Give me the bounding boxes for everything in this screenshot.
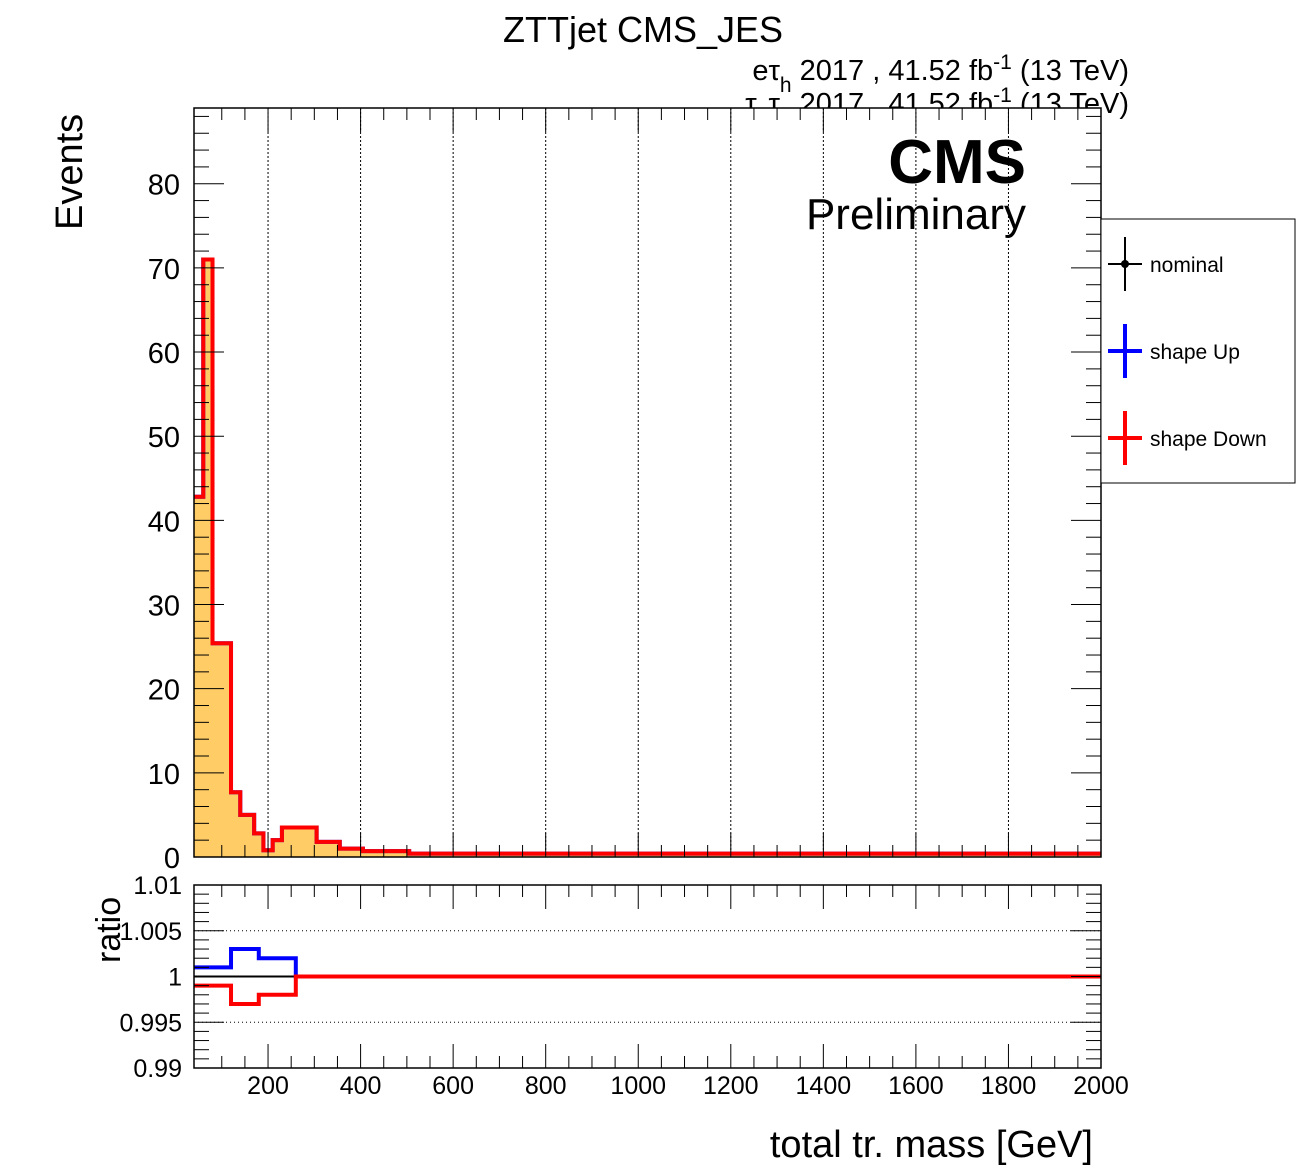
legend-marker-dot [1121, 260, 1129, 268]
chart-title: ZTTjet CMS_JES [503, 9, 783, 50]
lumi-energy: (13 TeV) [1012, 55, 1129, 87]
y-tick-label: 50 [148, 422, 180, 454]
y-tick-label: 70 [148, 254, 180, 286]
cms-sublabel: Preliminary [806, 190, 1026, 239]
ratio-y-tick-label: 1.01 [133, 872, 182, 900]
main-plot-frame-bg [194, 108, 1101, 857]
ratio-line-shape-up [194, 947, 1101, 979]
x-tick-label: 200 [247, 1072, 289, 1100]
series-line-shape-down [194, 257, 1101, 856]
chart-title-group: ZTTjet CMS_JES [503, 9, 783, 50]
x-tick-label: 600 [432, 1072, 474, 1100]
lumi-channel: eτ [752, 55, 780, 87]
y-axis-label: Events [49, 114, 91, 230]
x-tick-label: 1000 [610, 1072, 666, 1100]
ratio-plot-panel: 0.99 0.995 1 1.005 1.01 200 400 600 800 1000 1200… [90, 872, 1129, 1166]
main-plot-panel: 0 10 20 30 40 50 60 70 80 Events CMS Preliminary [49, 107, 1102, 875]
ratio-y-axis-label: ratio [90, 897, 128, 963]
lumi-channel-sub: h [780, 74, 792, 97]
legend-entry-shape-up: shape Up [1108, 324, 1240, 378]
main-x-grid [267, 108, 1009, 857]
legend-entry-shape-down: shape Down [1108, 411, 1267, 465]
lumi-value: 2017 , 41.52 fb [792, 55, 994, 87]
ratio-lines [194, 947, 1101, 1006]
legend-label: shape Up [1150, 341, 1240, 364]
cms-label: CMS [888, 128, 1026, 197]
y-tick-label: 0 [164, 843, 180, 875]
legend-entry-nominal: nominal [1108, 237, 1224, 291]
y-tick-label: 10 [148, 759, 180, 791]
x-tick-label: 1800 [981, 1072, 1037, 1100]
x-tick-label: 2000 [1073, 1072, 1129, 1100]
lumi-line-0: eτh 2017 , 41.52 fb-1 (13 TeV) [752, 51, 1129, 97]
y-tick-label: 20 [148, 675, 180, 707]
ratio-y-tick-label: 1.005 [119, 918, 182, 946]
lumi-unit-sup: -1 [993, 84, 1012, 107]
x-axis-label: total tr. mass [GeV] [770, 1124, 1093, 1166]
legend-label: nominal [1150, 254, 1224, 277]
x-tick-label: 800 [525, 1072, 567, 1100]
x-tick-label: 1600 [888, 1072, 944, 1100]
main-y-tick-labels: 0 10 20 30 40 50 60 70 80 [148, 170, 180, 875]
x-tick-labels: 200 400 600 800 1000 1200 1400 1600 1800 2000 [247, 1072, 1129, 1100]
x-tick-label: 1400 [796, 1072, 852, 1100]
lumi-unit-sup: -1 [993, 51, 1012, 74]
y-tick-label: 80 [148, 170, 180, 202]
y-tick-label: 40 [148, 506, 180, 538]
ratio-axis-ticks [194, 884, 1102, 1069]
legend: nominal shape Up shape Down [1100, 218, 1296, 484]
x-tick-label: 400 [340, 1072, 382, 1100]
legend-label: shape Down [1150, 428, 1267, 451]
ratio-line-shape-down [194, 974, 1101, 1006]
histogram-lines [194, 257, 1101, 856]
ratio-y-tick-label: 0.995 [119, 1009, 182, 1037]
y-tick-label: 60 [148, 338, 180, 370]
y-tick-label: 30 [148, 591, 180, 623]
ratio-y-tick-label: 0.99 [133, 1055, 182, 1083]
ratio-y-tick-labels: 0.99 0.995 1 1.005 1.01 [119, 872, 182, 1083]
ratio-y-tick-label: 1 [168, 964, 182, 992]
main-axis-ticks [194, 108, 1101, 858]
x-tick-label: 1200 [703, 1072, 759, 1100]
